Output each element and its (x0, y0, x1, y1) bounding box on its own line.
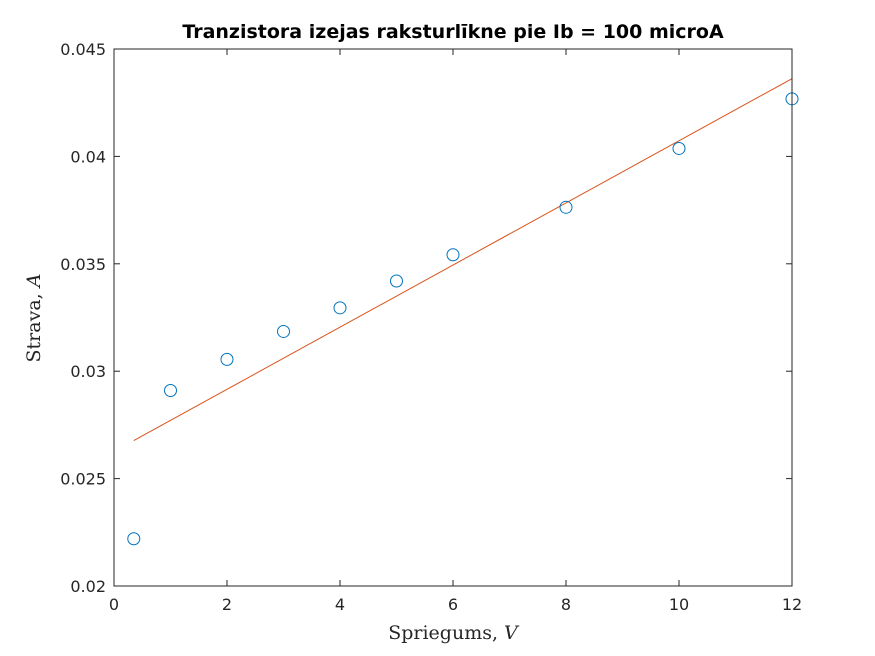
y-tick-label: 0.045 (60, 40, 106, 59)
y-tick-label: 0.03 (70, 362, 106, 381)
x-tick-label: 6 (448, 595, 458, 614)
y-tick-label: 0.02 (70, 577, 106, 596)
x-tick-label: 12 (782, 595, 802, 614)
data-point (672, 141, 686, 155)
data-point (446, 248, 460, 262)
fit-line-layer (133, 78, 793, 442)
data-point (127, 532, 141, 546)
data-point (164, 384, 177, 398)
chart-title: Tranzistora izejas raksturlīkne pie Ib =… (182, 21, 724, 43)
data-point (390, 274, 403, 288)
plot-area (114, 49, 792, 586)
y-tick-label: 0.025 (60, 470, 106, 489)
y-tick-label: 0.04 (70, 147, 106, 166)
data-point (559, 200, 573, 214)
data-point (333, 301, 347, 315)
x-tick-label: 0 (109, 595, 119, 614)
x-axis-ticks: 0 2 4 6 8 10 12 (109, 49, 802, 614)
x-tick-label: 4 (335, 595, 345, 614)
fit-line (133, 78, 793, 442)
x-tick-label: 8 (561, 595, 571, 614)
data-point (220, 352, 234, 366)
data-point (277, 324, 290, 338)
y-tick-label: 0.035 (60, 255, 106, 274)
x-tick-label: 2 (222, 595, 232, 614)
y-axis-label: Strava, A (23, 274, 45, 363)
x-axis-label: Spriegums, V (388, 622, 520, 644)
x-tick-label: 10 (669, 595, 689, 614)
y-axis-ticks: 0.02 0.025 0.03 0.035 0.04 0.045 (60, 40, 792, 596)
